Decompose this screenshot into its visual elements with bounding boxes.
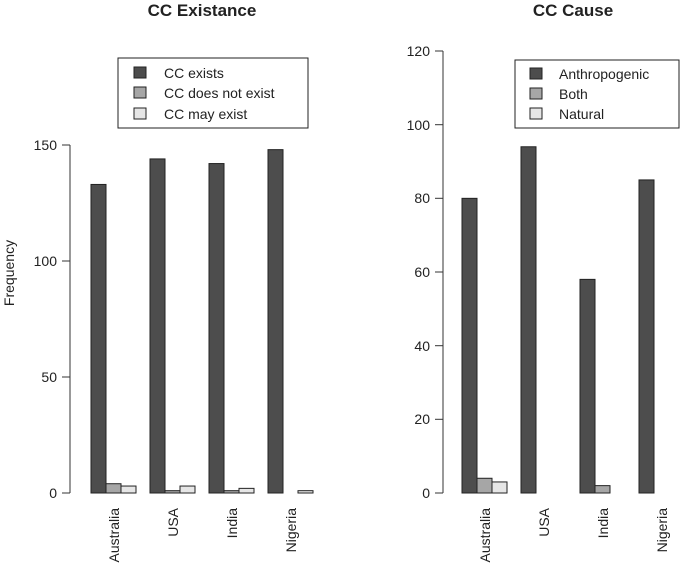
legend-swatch <box>529 107 543 120</box>
legend-box <box>117 57 309 129</box>
bar-australia-cc-exists <box>90 183 107 494</box>
legend-swatch <box>133 107 147 120</box>
legend-swatch <box>133 66 147 79</box>
x-tick-labels: Australia USA India Nigeria <box>477 507 670 562</box>
legend-label: CC does not exist <box>164 85 275 101</box>
chart-title: CC Existance <box>148 1 257 20</box>
y-tick-label: 40 <box>414 338 430 354</box>
bars <box>90 149 314 494</box>
legend-label: Anthropogenic <box>559 66 649 82</box>
bar-usa-cc-may-exist <box>179 485 196 494</box>
legend: CC exists CC does not exist CC may exist <box>117 57 309 129</box>
panel-existance: CC Existance Frequency 0 50 100 150 <box>1 1 314 562</box>
bar-australia-cc-does-not-exist <box>105 483 122 494</box>
x-tick-label: Australia <box>477 508 493 563</box>
bar-australia-anthropogenic <box>461 197 478 494</box>
legend: Anthropogenic Both Natural <box>514 59 680 129</box>
x-tick-label: Nigeria <box>654 508 670 553</box>
y-tick-label: 20 <box>414 411 430 427</box>
legend-label: Both <box>559 86 588 102</box>
legend-swatch <box>133 86 147 99</box>
panel-cause: CC Cause 0 20 40 60 80 100 120 <box>407 1 680 562</box>
y-tick-label: 60 <box>414 264 430 280</box>
bar-india-both <box>594 485 611 494</box>
x-tick-label: India <box>224 508 240 539</box>
y-tick-label: 100 <box>34 253 58 269</box>
y-tick-label: 120 <box>407 43 431 59</box>
y-tick-label: 0 <box>49 485 57 501</box>
x-tick-label: Nigeria <box>283 508 299 553</box>
x-tick-label: USA <box>536 507 552 536</box>
legend-label: CC may exist <box>164 106 247 122</box>
x-tick-label: Australia <box>106 508 122 563</box>
bar-nigeria-cc-exists <box>267 149 284 494</box>
y-tick-label: 100 <box>407 117 431 133</box>
legend-swatch <box>529 67 543 80</box>
bar-australia-both <box>476 477 493 494</box>
y-axis-label: Frequency <box>1 240 17 306</box>
y-axis: 0 50 100 150 <box>34 137 71 501</box>
bar-australia-natural <box>491 481 508 494</box>
y-tick-label: 80 <box>414 190 430 206</box>
y-tick-label: 50 <box>41 369 57 385</box>
chart-title: CC Cause <box>533 1 613 20</box>
bar-india-cc-may-exist <box>238 487 255 494</box>
legend-swatch <box>529 87 543 100</box>
bar-india-cc-exists <box>208 163 225 494</box>
bar-usa-cc-exists <box>149 158 166 494</box>
x-tick-labels: Australia USA India Nigeria <box>106 507 299 562</box>
bar-usa-anthropogenic <box>520 146 537 494</box>
bar-nigeria-cc-may-exist <box>297 490 314 494</box>
bar-india-anthropogenic <box>579 278 596 494</box>
bar-usa-cc-does-not-exist <box>164 490 181 494</box>
y-tick-label: 0 <box>422 485 430 501</box>
x-tick-label: India <box>595 508 611 539</box>
y-axis: 0 20 40 60 80 100 120 <box>407 43 444 501</box>
x-tick-label: USA <box>165 507 181 536</box>
bars <box>461 146 655 494</box>
legend-label: Natural <box>559 106 604 122</box>
bar-australia-cc-may-exist <box>120 485 137 494</box>
legend-label: CC exists <box>164 65 224 81</box>
bar-nigeria-anthropogenic <box>638 179 655 494</box>
bar-india-cc-does-not-exist <box>223 490 240 494</box>
y-tick-label: 150 <box>34 137 58 153</box>
